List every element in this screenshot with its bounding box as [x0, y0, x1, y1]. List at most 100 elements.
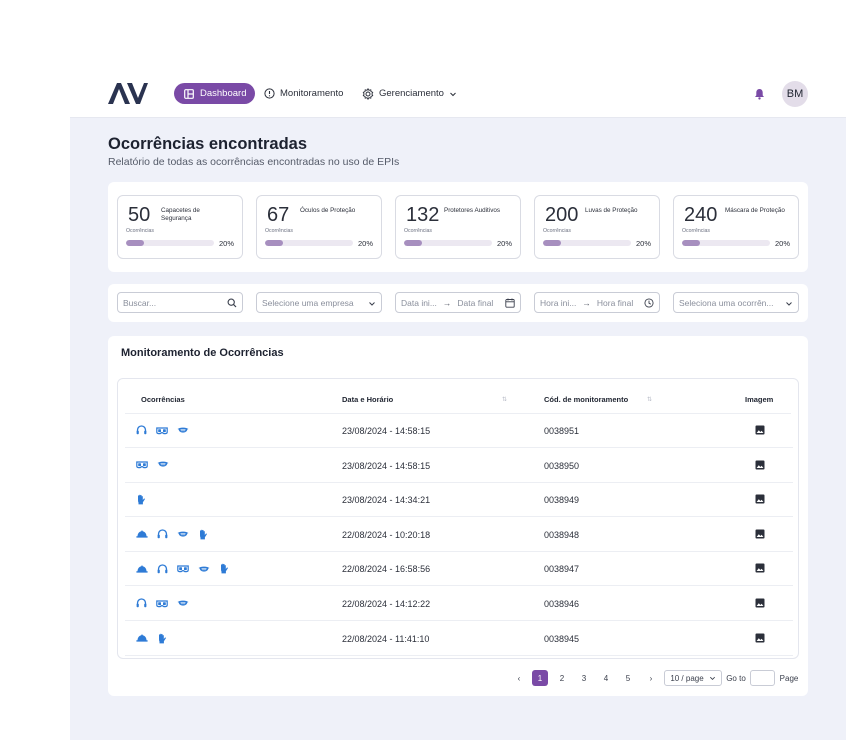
date-start-placeholder[interactable]: Data ini... — [401, 297, 437, 308]
col-header-imagem: Imagem — [745, 395, 774, 404]
table-row[interactable]: 22/08/2024 - 16:58:56 0038947 — [118, 552, 800, 587]
page-button-2[interactable]: 2 — [559, 673, 565, 683]
av-logo[interactable] — [108, 83, 148, 109]
header-divider — [125, 413, 791, 414]
sort-icon[interactable]: ⇅ — [502, 397, 508, 403]
table-row[interactable]: 23/08/2024 - 14:58:15 0038950 — [118, 449, 800, 483]
glove-icon — [157, 633, 167, 644]
date-range-picker[interactable]: Data ini... → Data final — [395, 292, 521, 313]
gear-icon — [362, 87, 374, 100]
occurrence-placeholder: Seleciona uma ocorrên... — [679, 297, 774, 308]
stat-card-oculos[interactable]: 67 Óculos de Proteção Ocorrências 20% — [256, 195, 382, 259]
search-icon[interactable] — [227, 298, 237, 308]
company-select[interactable]: Selecione uma empresa — [256, 292, 382, 313]
goggles-icon — [156, 599, 168, 608]
mask-icon — [157, 460, 169, 468]
stats-panel: 50 Capacetes de Segurança Ocorrências 20… — [108, 182, 808, 272]
col-header-data[interactable]: Data e Horário — [342, 395, 394, 404]
stat-progress-bar — [126, 240, 214, 246]
image-icon[interactable] — [755, 425, 765, 437]
page-button-5[interactable]: 5 — [625, 673, 631, 683]
time-end-placeholder[interactable]: Hora final — [596, 297, 634, 308]
code-cell: 0038948 — [544, 529, 580, 540]
stat-percent: 20% — [357, 239, 373, 248]
arrow-right-icon: → — [442, 297, 452, 308]
table-row[interactable]: 23/08/2024 - 14:58:15 0038951 — [118, 414, 800, 448]
stat-sub: Ocorrências — [265, 228, 293, 234]
table-row[interactable]: 22/08/2024 - 14:12:22 0038946 — [118, 587, 800, 621]
time-range-picker[interactable]: Hora ini... → Hora final — [534, 292, 660, 313]
user-avatar[interactable]: BM — [782, 81, 808, 107]
stat-sub: Ocorrências — [543, 228, 571, 234]
image-icon[interactable] — [755, 563, 765, 575]
stat-value: 67 — [267, 204, 290, 226]
image-icon[interactable] — [755, 529, 765, 541]
stat-card-luvas[interactable]: 200 Luvas de Proteção Ocorrências 20% — [534, 195, 660, 259]
goto-page-input[interactable] — [750, 670, 775, 686]
code-cell: 0038951 — [544, 426, 580, 436]
top-navbar: Dashboard Monitoramento Gerenciamento — [70, 70, 846, 118]
table-row[interactable]: 22/08/2024 - 11:41:10 0038945 — [118, 622, 800, 656]
image-icon[interactable] — [755, 460, 765, 472]
page-button-3[interactable]: 3 — [581, 673, 587, 683]
arrow-right-icon: → — [582, 297, 591, 308]
table-row[interactable]: 23/08/2024 - 14:34:21 0038949 — [118, 483, 800, 518]
stat-progress-bar — [543, 240, 631, 246]
nav-monitoramento[interactable]: Monitoramento — [264, 83, 343, 104]
datetime-cell: 23/08/2024 - 14:58:15 — [342, 460, 431, 471]
datetime-cell: 23/08/2024 - 14:58:15 — [342, 426, 431, 436]
nav-gerenciamento[interactable]: Gerenciamento — [362, 83, 457, 104]
stat-value: 200 — [545, 204, 579, 226]
headphones-icon — [157, 564, 168, 574]
occurrence-icons — [136, 563, 229, 574]
chevron-down-icon — [369, 302, 375, 306]
search-input[interactable]: Buscar... — [117, 292, 243, 313]
stat-percent: 20% — [218, 239, 234, 248]
goggles-icon — [156, 426, 168, 435]
col-header-ocorrencias: Ocorrências — [141, 395, 185, 404]
row-divider — [125, 620, 793, 621]
sort-icon[interactable]: ⇅ — [647, 397, 653, 403]
headphones-icon — [157, 529, 168, 539]
row-divider — [125, 481, 793, 483]
datetime-cell: 22/08/2024 - 16:58:56 — [342, 564, 431, 575]
chevron-down-icon — [450, 92, 456, 96]
stat-label: Óculos de Proteção — [300, 207, 356, 214]
nav-monitoramento-label: Monitoramento — [280, 88, 344, 99]
image-icon[interactable] — [755, 598, 765, 610]
mask-icon — [198, 565, 210, 573]
stat-percent: 20% — [635, 239, 651, 248]
stat-value: 50 — [128, 204, 151, 226]
stat-card-capacetes[interactable]: 50 Capacetes de Segurança Ocorrências 20… — [117, 195, 243, 259]
col-header-codigo[interactable]: Cód. de monitoramento — [544, 395, 629, 404]
table-row[interactable]: 22/08/2024 - 10:20:18 0038948 — [118, 518, 800, 552]
stat-card-mascara[interactable]: 240 Máscara de Proteção Ocorrências 20% — [673, 195, 799, 259]
page-button-1[interactable]: 1 — [532, 670, 548, 686]
next-page-button[interactable]: › — [649, 673, 653, 683]
stat-card-protetores[interactable]: 132 Protetores Auditivos Ocorrências 20% — [395, 195, 521, 259]
code-cell: 0038945 — [544, 633, 580, 644]
datetime-cell: 22/08/2024 - 11:41:10 — [342, 633, 430, 644]
stat-value: 132 — [406, 204, 440, 226]
page-button-4[interactable]: 4 — [603, 673, 609, 683]
date-end-placeholder[interactable]: Data final — [457, 297, 494, 308]
nav-dashboard[interactable]: Dashboard — [174, 83, 255, 104]
section-title: Monitoramento de Ocorrências — [121, 347, 284, 359]
page-label: Page — [779, 673, 799, 683]
stat-label: Máscara de Proteção — [725, 207, 785, 214]
row-divider — [125, 550, 793, 552]
page-size-select[interactable]: 10 / page — [664, 670, 722, 686]
prev-page-button[interactable]: ‹ — [517, 673, 521, 683]
datetime-cell: 23/08/2024 - 14:34:21 — [342, 495, 431, 506]
notification-bell-icon[interactable] — [754, 87, 765, 105]
headphones-icon — [136, 598, 147, 608]
stat-sub: Ocorrências — [404, 228, 432, 234]
image-icon[interactable] — [755, 633, 765, 645]
image-icon[interactable] — [755, 494, 765, 506]
occurrence-select[interactable]: Seleciona uma ocorrên... — [673, 292, 799, 313]
time-start-placeholder[interactable]: Hora ini... — [540, 297, 577, 308]
nav-gerenciamento-label: Gerenciamento — [379, 88, 444, 99]
mask-icon — [177, 599, 189, 607]
mask-icon — [177, 530, 189, 538]
glove-icon — [219, 563, 229, 574]
